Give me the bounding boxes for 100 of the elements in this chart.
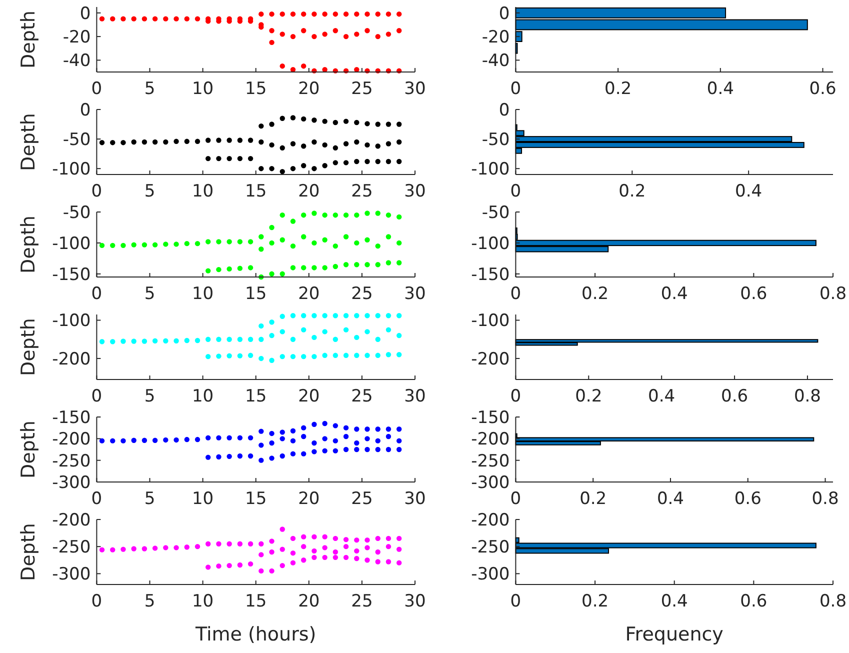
x-tick-label: 15: [245, 386, 267, 406]
x-tick-label: 25: [351, 182, 373, 202]
y-tick-label: -20: [482, 27, 510, 48]
y-axis-title: Depth: [18, 318, 40, 376]
x-tick-label: 0.2: [618, 182, 646, 202]
x-tick-label: 0.4: [660, 284, 688, 304]
x-tick-label: 25: [351, 489, 373, 509]
x-tick-label: 20: [298, 489, 320, 509]
y-tick-label: -150: [52, 408, 91, 428]
x-tick-label: 30: [404, 386, 426, 406]
x-tick-label: 5: [144, 386, 156, 406]
x-tick-label: 0.6: [740, 592, 768, 612]
x-tick-label: 20: [298, 284, 320, 304]
y-tick-label: -200: [471, 349, 510, 370]
y-tick-label: 0: [80, 4, 91, 24]
x-tick-label: 10: [192, 79, 214, 99]
y-tick-label: 0: [80, 100, 91, 120]
x-tick-label: 0.6: [809, 79, 836, 99]
y-tick-label: -300: [471, 472, 510, 493]
x-tick-label: 10: [192, 592, 214, 612]
y-tick-label: -100: [52, 311, 91, 332]
y-axis-title: Depth: [18, 113, 40, 171]
y-tick-label: -40: [62, 51, 91, 72]
x-tick-label: 10: [192, 489, 214, 509]
y-tick-label: -250: [471, 451, 510, 472]
x-tick-label: 0.6: [734, 489, 762, 509]
x-tick-label: 0.2: [582, 592, 609, 612]
x-tick-label: 0.2: [575, 386, 602, 406]
y-tick-label: -20: [62, 27, 91, 48]
x-tick-label: 0.8: [794, 386, 821, 406]
x-tick-label: 15: [245, 284, 267, 304]
y-tick-label: -250: [52, 538, 91, 558]
x-tick-label: 0.4: [648, 386, 676, 406]
y-tick-label: -50: [62, 130, 91, 150]
x-tick-label: 0.8: [819, 284, 847, 304]
y-tick-label: 0: [498, 100, 510, 120]
x-tick-label: 5: [144, 79, 156, 99]
y-tick-label: -100: [471, 234, 510, 254]
y-tick-label: -200: [52, 510, 91, 530]
y-tick-label: 0: [498, 4, 510, 24]
x-tick-label: 0.6: [721, 386, 748, 406]
y-axis-title: Depth: [18, 216, 40, 274]
x-tick-label: 0.8: [819, 592, 847, 612]
x-tick-label: 25: [351, 79, 373, 99]
y-tick-label: -100: [471, 311, 510, 332]
x-axis-title: Time (hours): [194, 624, 316, 646]
x-tick-label: 5: [144, 182, 156, 202]
x-tick-label: 0.4: [706, 79, 734, 99]
x-tick-label: 20: [298, 182, 320, 202]
y-tick-label: -300: [471, 564, 510, 585]
x-tick-label: 30: [404, 592, 426, 612]
y-tick-label: -250: [52, 451, 91, 472]
x-tick-label: 0.4: [656, 489, 684, 509]
x-tick-label: 25: [351, 284, 373, 304]
x-tick-label: 0.4: [660, 592, 688, 612]
y-tick-label: -300: [52, 472, 91, 493]
y-tick-label: -100: [52, 160, 91, 180]
y-tick-label: -200: [471, 430, 510, 450]
x-tick-label: 30: [404, 489, 426, 509]
x-tick-label: 30: [404, 284, 426, 304]
y-axis-title: Depth: [18, 523, 40, 581]
y-tick-label: -50: [482, 130, 510, 150]
x-tick-label: 20: [298, 592, 320, 612]
x-tick-label: 0.2: [580, 489, 607, 509]
y-tick-label: -150: [471, 264, 510, 285]
x-tick-label: 15: [245, 592, 267, 612]
x-tick-label: 20: [298, 79, 320, 99]
x-tick-label: 20: [298, 386, 320, 406]
y-tick-label: -100: [471, 160, 510, 180]
x-tick-label: 5: [144, 489, 156, 509]
y-tick-label: -100: [52, 234, 91, 254]
y-tick-label: -150: [471, 408, 510, 428]
y-tick-label: -40: [482, 51, 510, 72]
x-tick-label: 0.6: [740, 284, 768, 304]
x-axis-title: Frequency: [625, 624, 724, 646]
y-tick-label: -250: [471, 538, 510, 558]
x-tick-label: 0.4: [735, 182, 762, 202]
x-tick-label: 10: [192, 182, 214, 202]
y-tick-label: -50: [482, 202, 510, 223]
x-tick-label: 0.8: [812, 489, 839, 509]
y-tick-label: -150: [52, 264, 91, 285]
x-tick-label: 0.2: [582, 284, 609, 304]
y-tick-label: -200: [52, 430, 91, 450]
x-tick-label: 30: [404, 79, 426, 99]
x-tick-label: 25: [351, 386, 373, 406]
x-tick-label: 0.2: [604, 79, 632, 99]
x-tick-label: 15: [245, 489, 267, 509]
y-tick-label: -200: [471, 510, 510, 530]
x-tick-label: 15: [245, 79, 267, 99]
y-tick-label: -50: [62, 202, 91, 223]
x-tick-label: 30: [404, 182, 426, 202]
x-tick-label: 5: [144, 284, 156, 304]
x-tick-label: 15: [245, 182, 267, 202]
y-axis-title: Depth: [18, 10, 40, 68]
x-tick-label: 5: [144, 592, 156, 612]
y-axis-title: Depth: [18, 420, 40, 478]
y-tick-label: -300: [52, 564, 91, 585]
x-tick-label: 10: [192, 386, 214, 406]
x-tick-label: 25: [351, 592, 373, 612]
x-tick-label: 10: [192, 284, 214, 304]
